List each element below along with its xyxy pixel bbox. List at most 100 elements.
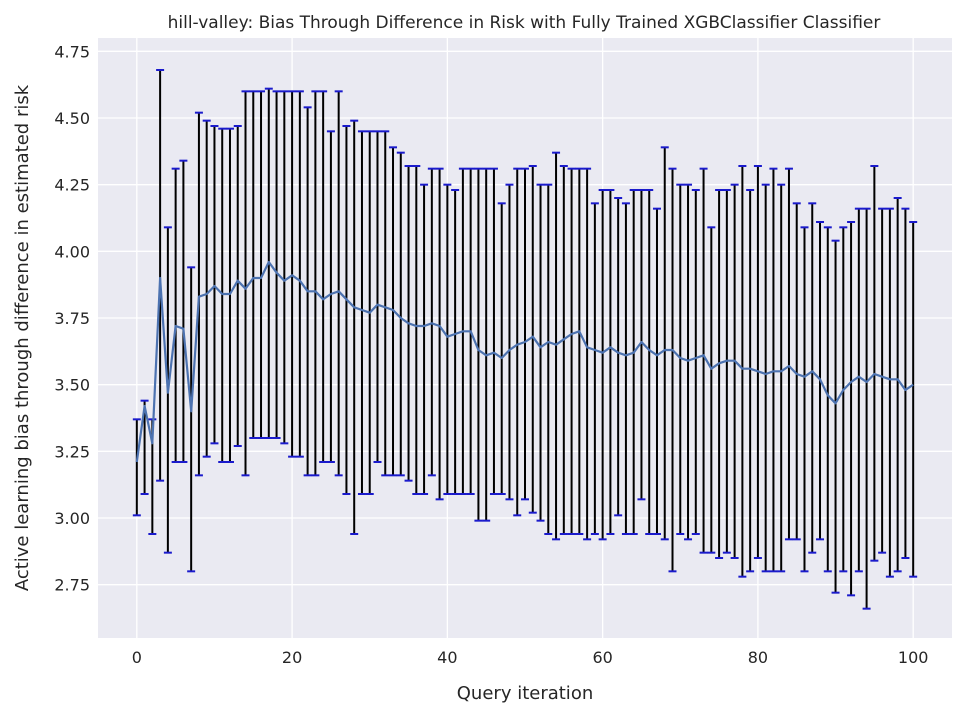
- error-bar: [233, 125, 242, 447]
- error-bar: [218, 127, 227, 463]
- error-bar: [847, 221, 856, 597]
- error-bar: [521, 167, 529, 501]
- y-tick-label: 3.25: [54, 442, 90, 461]
- error-bar: [668, 167, 677, 573]
- error-bar: [505, 183, 514, 501]
- error-bar: [280, 90, 289, 445]
- error-bar: [311, 90, 320, 477]
- error-bar: [676, 183, 685, 535]
- error-bar: [350, 119, 359, 535]
- error-bar: [412, 165, 421, 495]
- error-bar: [777, 183, 786, 573]
- x-tick-label: 20: [282, 648, 302, 667]
- error-bar: [451, 189, 460, 495]
- error-bar: [831, 239, 840, 594]
- y-tick-label: 2.75: [54, 576, 90, 595]
- error-bar: [761, 183, 770, 573]
- error-bar: [722, 189, 731, 554]
- y-axis-label: Active learning bias through difference …: [12, 84, 33, 591]
- error-bar: [699, 167, 708, 554]
- error-bar: [784, 167, 793, 541]
- x-axis-ticks: 0 20 40 60 80 100: [132, 648, 929, 667]
- error-bar: [528, 165, 537, 514]
- error-bars: [132, 69, 918, 610]
- x-tick-label: 40: [437, 648, 457, 667]
- error-bar: [660, 146, 669, 541]
- error-bar: [823, 226, 832, 573]
- error-bar: [559, 165, 568, 535]
- y-tick-label: 4.25: [54, 176, 90, 195]
- error-bar: [629, 189, 638, 535]
- error-bar: [326, 130, 335, 463]
- error-bar: [738, 165, 747, 578]
- error-bar: [870, 165, 879, 562]
- x-tick-label: 80: [748, 648, 768, 667]
- error-bar: [497, 202, 506, 495]
- error-bar: [707, 226, 716, 554]
- mean-line: [135, 260, 914, 463]
- error-bar: [171, 167, 180, 463]
- error-bar: [140, 399, 149, 495]
- error-bar: [249, 90, 258, 439]
- error-bar: [396, 151, 405, 477]
- error-bar: [746, 189, 755, 573]
- error-bar: [598, 189, 607, 541]
- y-tick-label: 4.00: [54, 242, 90, 261]
- error-bar: [373, 130, 382, 463]
- error-bar: [435, 167, 444, 501]
- y-tick-label: 4.75: [54, 42, 90, 61]
- error-bar: [614, 197, 623, 517]
- error-bar: [808, 202, 817, 554]
- error-bar: [295, 90, 304, 458]
- error-bar: [684, 183, 693, 541]
- error-bar: [583, 167, 592, 541]
- error-bar: [839, 226, 848, 573]
- error-bar: [862, 207, 871, 610]
- error-bar: [753, 165, 762, 559]
- y-axis-ticks: 2.75 3.00 3.25 3.50 3.75 4.00 4.25 4.50 4.75: [54, 42, 90, 594]
- error-bar: [427, 167, 436, 477]
- error-bar: [909, 221, 918, 578]
- mean-line-group: [135, 260, 914, 463]
- error-bar: [288, 90, 297, 458]
- error-bar: [645, 189, 654, 535]
- error-bar: [381, 130, 390, 477]
- error-bar: [194, 111, 203, 477]
- x-tick-label: 0: [132, 648, 142, 667]
- x-axis-label: Query iteration: [457, 683, 593, 704]
- error-bar: [715, 189, 724, 559]
- error-bar: [637, 189, 646, 501]
- error-bar: [621, 202, 630, 535]
- error-bar: [272, 90, 281, 439]
- error-bar: [854, 207, 863, 573]
- error-bar: [132, 418, 141, 517]
- error-bar: [885, 207, 894, 578]
- error-bar: [420, 183, 429, 495]
- error-bar: [730, 183, 739, 559]
- error-bar: [769, 167, 778, 573]
- error-bar: [544, 183, 553, 535]
- error-bar: [792, 202, 801, 541]
- chart-title: hill-valley: Bias Through Difference in …: [168, 13, 881, 33]
- y-tick-label: 3.00: [54, 509, 90, 528]
- error-bar: [474, 167, 483, 522]
- error-bar: [334, 90, 343, 477]
- x-tick-label: 100: [898, 648, 929, 667]
- error-bar: [357, 130, 366, 495]
- error-bar: [606, 189, 615, 535]
- error-bar: [652, 207, 661, 535]
- error-bar: [691, 189, 700, 535]
- error-bar: [156, 69, 165, 482]
- error-bar: [482, 167, 491, 522]
- error-bar: [893, 197, 902, 573]
- error-bar: [241, 90, 250, 477]
- error-bar: [878, 207, 887, 554]
- error-bar: [489, 167, 498, 495]
- error-bar: [590, 202, 599, 535]
- error-bar: [536, 183, 545, 522]
- y-tick-label: 4.50: [54, 109, 90, 128]
- error-bar: [567, 167, 576, 535]
- error-bar: [800, 226, 809, 573]
- error-bar: [575, 167, 584, 535]
